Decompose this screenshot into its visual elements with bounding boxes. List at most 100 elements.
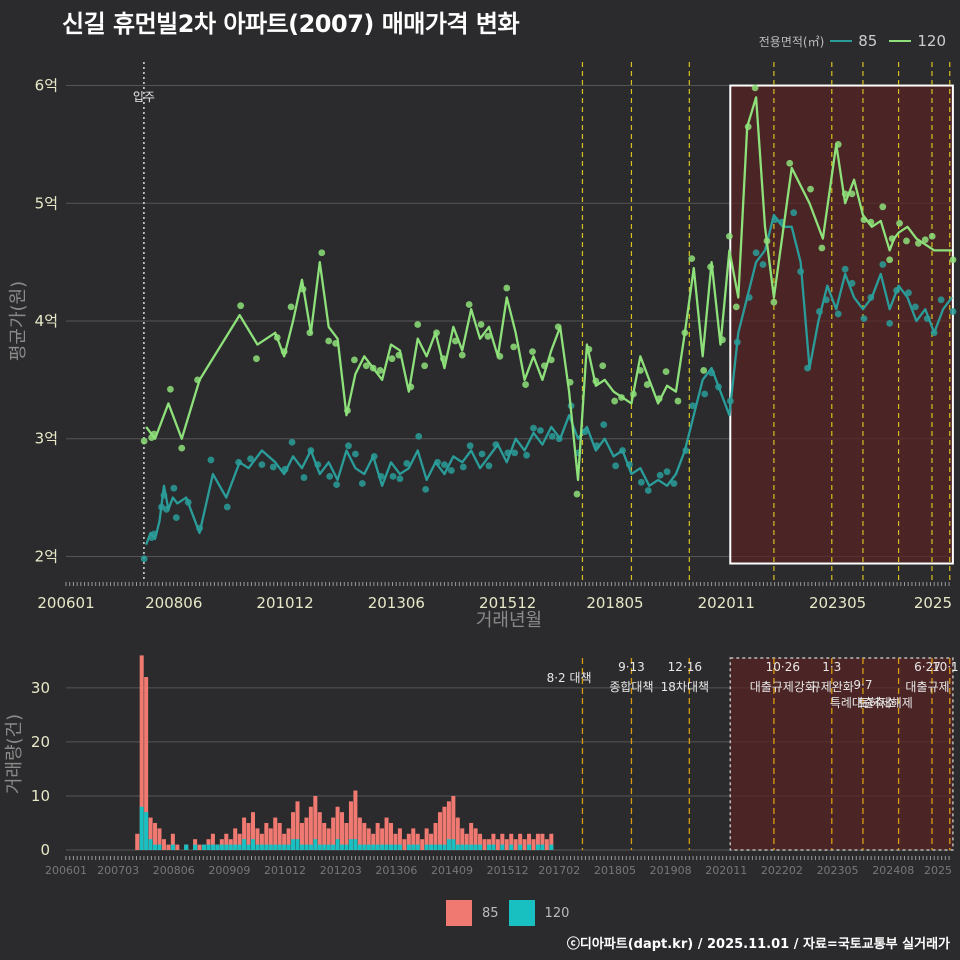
bar-120 (308, 844, 313, 850)
bar-85 (224, 833, 229, 850)
x-tick-label: 200806 (145, 594, 202, 612)
bar-120 (170, 844, 175, 850)
bar-x-tick-label: 201908 (650, 864, 692, 877)
bar-120 (411, 844, 416, 850)
data-point-120 (287, 303, 295, 311)
data-point-120 (786, 159, 794, 167)
data-point-85 (485, 462, 493, 470)
x-tick-label: 2025 (914, 594, 952, 612)
bar-85 (153, 822, 158, 850)
bar-85 (166, 844, 171, 850)
bar-120 (362, 844, 367, 850)
y-tick-label: 5억 (35, 194, 58, 212)
bar-120 (509, 844, 514, 850)
data-point-85 (415, 432, 423, 440)
bar-85 (286, 828, 291, 850)
bar-120 (366, 844, 371, 850)
bar-120 (148, 839, 153, 850)
bar-120 (139, 806, 144, 850)
bar-120 (535, 844, 540, 850)
series-line-85 (145, 213, 953, 546)
highlight-region (729, 84, 954, 565)
bar-120 (233, 844, 238, 850)
bar-85 (161, 839, 166, 850)
data-point-120 (484, 332, 492, 340)
data-point-120 (573, 490, 581, 498)
policy-text-label: 규제완화 (810, 680, 854, 694)
bar-120 (210, 844, 215, 850)
bar-legend-label-120: 120 (544, 905, 570, 921)
bar-120 (384, 844, 389, 850)
bar-x-tick-label: 202408 (872, 864, 914, 877)
data-point-120 (732, 303, 740, 311)
bar-85 (357, 817, 362, 850)
data-point-120 (140, 437, 148, 445)
bar-85 (535, 833, 540, 850)
bar-85 (375, 822, 380, 850)
policy-date-label: 12·16 (668, 660, 702, 674)
legend-key-120 (889, 40, 912, 42)
bar-120 (491, 844, 496, 850)
bar-120 (500, 844, 505, 850)
bar-85 (455, 817, 460, 850)
bar-120 (455, 844, 460, 850)
bar-120 (348, 839, 353, 850)
bar-x-tick-label: 201805 (594, 864, 636, 877)
y-tick-label: 3억 (35, 430, 58, 448)
bar-120 (277, 844, 282, 850)
bar-x-tick-label: 201012 (264, 864, 306, 877)
data-point-85 (937, 296, 945, 304)
x-tick-label: 200601 (37, 594, 94, 612)
bar-120 (469, 844, 474, 850)
legend-key-85 (830, 40, 853, 42)
bar-highlight-region (729, 657, 954, 851)
bar-120 (193, 844, 198, 850)
bar-legend-label-85: 85 (482, 905, 499, 921)
data-point-85 (223, 503, 231, 511)
bar-120 (415, 844, 420, 850)
data-point-85 (644, 487, 652, 494)
bar-x-tick-label: 202305 (817, 864, 859, 877)
bar-120 (317, 844, 322, 850)
bar-120 (326, 844, 331, 850)
data-point-85 (790, 209, 798, 217)
bar-y-tick-label: 10 (31, 787, 50, 805)
bar-85 (397, 828, 402, 850)
bar-85 (144, 677, 149, 850)
bar-120 (242, 839, 247, 850)
bar-85 (380, 828, 385, 850)
data-point-85 (466, 442, 474, 450)
policy-text-label: 대출규제 (905, 680, 949, 694)
bar-120 (322, 844, 327, 850)
bar-85 (451, 795, 456, 850)
bar-85 (433, 822, 438, 850)
bar-85 (308, 806, 313, 850)
data-point-85 (905, 289, 912, 297)
bar-y-tick-label: 30 (31, 679, 50, 697)
y-axis-title: 평균가(원) (8, 281, 29, 361)
bar-85 (478, 833, 483, 850)
bar-85 (460, 828, 465, 850)
data-point-85 (300, 474, 308, 481)
legend-top: 전용면적(㎡) 85 120 (759, 32, 952, 50)
data-point-85 (600, 421, 608, 428)
policy-date-label: 1·3 (822, 660, 841, 674)
data-point-85 (333, 481, 340, 489)
data-point-85 (288, 438, 296, 446)
bar-85 (326, 828, 331, 850)
data-point-85 (403, 460, 411, 467)
bar-120 (464, 844, 469, 850)
bar-85 (384, 817, 389, 850)
data-point-85 (422, 485, 430, 493)
data-point-120 (421, 362, 429, 370)
bar-85 (491, 833, 496, 850)
bar-85 (469, 822, 474, 850)
data-point-85 (345, 442, 352, 450)
data-point-120 (807, 185, 814, 193)
policy-text-label: 특례대출축소 (830, 696, 896, 710)
data-point-85 (663, 468, 671, 476)
bar-85 (197, 844, 202, 850)
policy-text-label: 18차대책 (661, 679, 709, 694)
bar-120 (282, 844, 287, 850)
